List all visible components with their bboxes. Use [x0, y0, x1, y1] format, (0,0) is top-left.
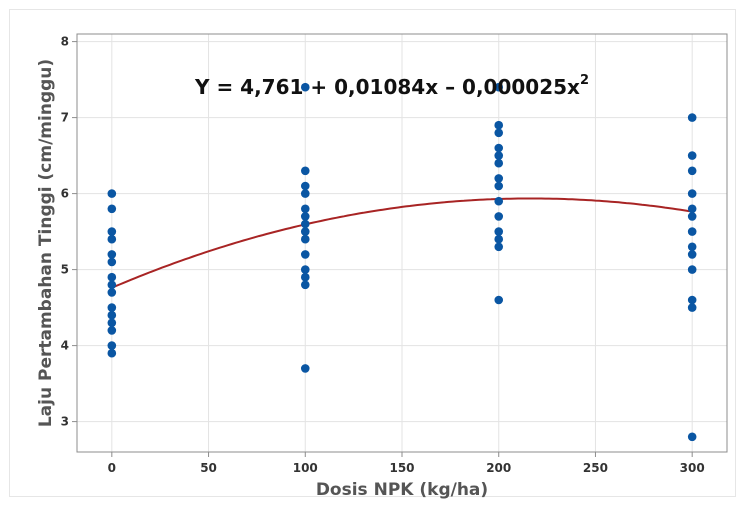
data-point: [300, 234, 310, 244]
data-point: [687, 227, 697, 236]
data-point: [494, 242, 504, 252]
data-point: [494, 196, 504, 206]
data-point: [107, 272, 117, 282]
data-point: [300, 166, 310, 176]
data-point: [107, 227, 117, 236]
data-point: [494, 120, 504, 130]
x-tick-label: 0: [108, 461, 116, 475]
data-point: [494, 151, 504, 160]
data-point: [687, 204, 697, 214]
y-axis-ticks: 3 4 5 6 7 8: [61, 35, 77, 429]
x-tick-label: 200: [486, 461, 511, 475]
data-point: [107, 348, 117, 358]
data-point: [107, 204, 117, 214]
data-point: [494, 82, 504, 92]
data-point: [494, 181, 504, 191]
data-point: [300, 227, 310, 236]
data-point: [107, 234, 117, 244]
y-tick-label: 5: [61, 263, 69, 277]
grid-lines: [77, 34, 727, 452]
data-point: [300, 204, 310, 214]
data-point: [494, 227, 504, 236]
y-axis-title: Laju Pertambahan Tinggi (cm/minggu): [36, 59, 56, 427]
data-point: [494, 143, 504, 153]
data-point: [687, 113, 697, 122]
chart-frame: [9, 9, 736, 497]
data-point: [687, 242, 697, 252]
data-point: [300, 212, 310, 221]
data-point: [494, 295, 504, 305]
data-point: [107, 257, 117, 267]
x-tick-label: 100: [293, 461, 318, 475]
data-point: [300, 280, 310, 290]
data-point: [687, 265, 697, 274]
y-tick-label: 8: [61, 35, 69, 49]
y-tick-label: 6: [61, 187, 69, 201]
data-point: [687, 166, 697, 176]
x-tick-label: 50: [200, 461, 217, 475]
data-point: [300, 250, 310, 259]
data-point: [300, 219, 310, 229]
x-axis-title: Dosis NPK (kg/ha): [316, 480, 488, 500]
data-point: [300, 364, 310, 373]
data-point: [494, 234, 504, 244]
y-tick-label: 4: [61, 339, 69, 353]
data-point: [687, 151, 697, 160]
data-point: [107, 303, 117, 312]
x-tick-label: 150: [389, 461, 414, 475]
data-point: [494, 212, 504, 221]
data-point: [687, 303, 697, 312]
y-tick-label: 3: [61, 415, 69, 429]
data-point: [687, 189, 697, 198]
data-point: [107, 318, 117, 328]
data-point: [107, 250, 117, 259]
x-tick-label: 250: [583, 461, 608, 475]
regression-curve: [111, 197, 693, 289]
data-point: [300, 181, 310, 191]
data-point: [107, 341, 117, 350]
data-point: [494, 128, 504, 138]
data-point: [300, 272, 310, 282]
y-tick-label: 7: [61, 111, 69, 125]
data-point: [107, 326, 117, 335]
x-axis-ticks: 0 50 100 150 200 250 300: [108, 452, 705, 475]
x-tick-label: 300: [680, 461, 705, 475]
data-point: [107, 189, 117, 198]
data-point: [494, 158, 504, 168]
regression-equation: Y = 4,761 + 0,01084x – 0,000025x2: [194, 73, 589, 99]
data-point: [687, 432, 697, 442]
data-point: [300, 265, 310, 274]
data-point: [687, 295, 697, 305]
data-point: [107, 288, 117, 297]
equation-superscript: 2: [580, 73, 589, 88]
data-point: [107, 280, 117, 290]
data-point: [687, 212, 697, 221]
data-point: [300, 82, 310, 92]
data-points: [107, 82, 697, 442]
data-point: [687, 250, 697, 259]
data-point: [107, 310, 117, 320]
data-point: [494, 174, 504, 183]
equation-text: Y = 4,761 + 0,01084x – 0,000025x: [194, 75, 580, 99]
data-point: [300, 189, 310, 198]
